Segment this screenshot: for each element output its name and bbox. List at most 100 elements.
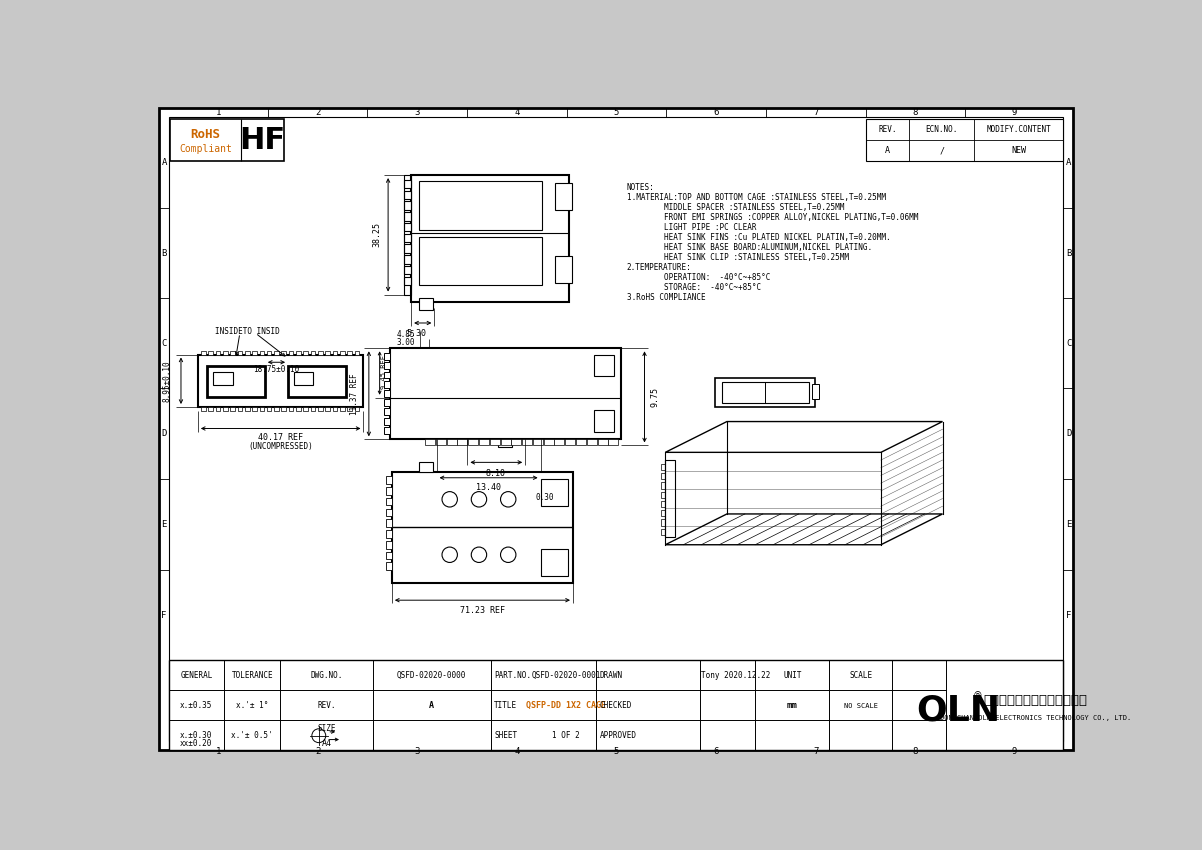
Text: E: E (161, 520, 167, 530)
Text: 4.85: 4.85 (397, 330, 415, 339)
Bar (274, 407, 279, 411)
Bar (541, 479, 569, 507)
Text: x.±0.35: x.±0.35 (180, 701, 213, 711)
Bar (311, 407, 315, 411)
Bar (404, 277, 411, 286)
Bar (252, 407, 257, 411)
Text: C: C (161, 339, 167, 348)
Text: 18.75±0.10: 18.75±0.10 (254, 366, 299, 375)
Text: SIZE: SIZE (317, 723, 335, 733)
Bar (543, 439, 554, 445)
Text: RoHS: RoHS (191, 128, 221, 141)
Bar (201, 351, 206, 354)
Bar (404, 245, 411, 253)
Bar (347, 407, 352, 411)
Text: x.'± 0.5': x.'± 0.5' (232, 731, 273, 740)
Bar (478, 439, 489, 445)
Text: ECN.NO.: ECN.NO. (926, 125, 958, 134)
Text: A: A (1066, 158, 1071, 167)
Bar (385, 390, 391, 397)
Bar (404, 234, 411, 242)
Bar (595, 354, 614, 376)
Bar (608, 439, 618, 445)
Text: 8.95±0.10: 8.95±0.10 (162, 360, 172, 401)
Bar (661, 501, 665, 507)
Text: 1: 1 (215, 746, 221, 756)
Text: NEW: NEW (1011, 146, 1027, 155)
Bar (198, 354, 363, 407)
Bar (385, 409, 391, 416)
Bar (404, 223, 411, 231)
Bar (311, 351, 315, 354)
Text: Tony 2020.12.22: Tony 2020.12.22 (701, 672, 770, 680)
Text: 1: 1 (215, 108, 221, 117)
Text: UNIT: UNIT (784, 672, 802, 680)
Text: HEAT SINK FINS :Cu PLATED NICKEL PLATIN,T=0.20MM.: HEAT SINK FINS :Cu PLATED NICKEL PLATIN,… (626, 233, 891, 242)
Bar (355, 407, 359, 411)
Text: DWG.NO.: DWG.NO. (310, 672, 343, 680)
Bar (296, 351, 300, 354)
Text: 9: 9 (1011, 108, 1017, 117)
Bar (385, 427, 391, 434)
Bar (303, 351, 308, 354)
Text: TITLE: TITLE (494, 701, 518, 711)
Bar (489, 439, 500, 445)
Bar (215, 351, 220, 354)
Text: B: B (1066, 249, 1071, 258)
Bar (260, 351, 264, 354)
Bar (252, 351, 257, 354)
Bar (576, 439, 587, 445)
Text: 2: 2 (315, 108, 321, 117)
Bar (245, 407, 250, 411)
Text: 71.23 REF: 71.23 REF (460, 606, 505, 615)
Text: 4: 4 (514, 746, 519, 756)
Bar (419, 298, 433, 310)
Text: DONGGUAN OLN ELECTRONICS TECHNOLOGY CO., LTD.: DONGGUAN OLN ELECTRONICS TECHNOLOGY CO.,… (940, 715, 1131, 721)
Text: A: A (161, 158, 167, 167)
Bar (288, 351, 293, 354)
Bar (207, 366, 264, 397)
Text: A4: A4 (321, 739, 332, 748)
Text: F: F (1066, 610, 1071, 620)
Bar (404, 266, 411, 275)
Bar (386, 519, 392, 527)
Text: APPROVED: APPROVED (600, 731, 637, 740)
Bar (404, 179, 411, 188)
Bar (355, 351, 359, 354)
Text: DRAWN: DRAWN (600, 672, 623, 680)
Bar (333, 407, 338, 411)
Text: HF: HF (239, 126, 286, 155)
Bar (386, 508, 392, 516)
Text: 9.45 REF: 9.45 REF (381, 355, 387, 389)
Text: CHECKED: CHECKED (600, 701, 632, 711)
Bar (288, 407, 293, 411)
Bar (168, 660, 1064, 751)
Text: REV.: REV. (877, 125, 897, 134)
Bar (222, 351, 227, 354)
Text: 9.75: 9.75 (650, 387, 660, 407)
Text: MODIFY.CONTENT: MODIFY.CONTENT (987, 125, 1052, 134)
Text: mm: mm (787, 701, 798, 711)
Bar (404, 255, 411, 264)
Bar (597, 439, 607, 445)
Bar (215, 407, 220, 411)
Bar (595, 410, 614, 432)
Bar (587, 439, 596, 445)
Bar (386, 487, 392, 495)
Text: INSIDETO INSID: INSIDETO INSID (215, 327, 280, 336)
Text: 3.00: 3.00 (397, 337, 415, 347)
Bar (260, 407, 264, 411)
Bar (385, 371, 391, 378)
Bar (385, 417, 391, 425)
Text: HEAT SINK CLIP :STAINLESS STEEL,T=0.25MM: HEAT SINK CLIP :STAINLESS STEEL,T=0.25MM (626, 253, 849, 262)
Text: NO SCALE: NO SCALE (844, 703, 877, 709)
Text: TOLERANCE: TOLERANCE (232, 672, 273, 680)
Text: 6: 6 (714, 108, 719, 117)
Text: A: A (429, 701, 434, 711)
Bar (447, 439, 457, 445)
Text: GENERAL: GENERAL (180, 672, 213, 680)
Text: SHEET: SHEET (494, 731, 518, 740)
Text: FRONT EMI SPRINGS :COPPER ALLOY,NICKEL PLATING,T=0.06MM: FRONT EMI SPRINGS :COPPER ALLOY,NICKEL P… (626, 212, 918, 222)
Text: ®: ® (974, 691, 983, 701)
Bar (385, 381, 391, 388)
